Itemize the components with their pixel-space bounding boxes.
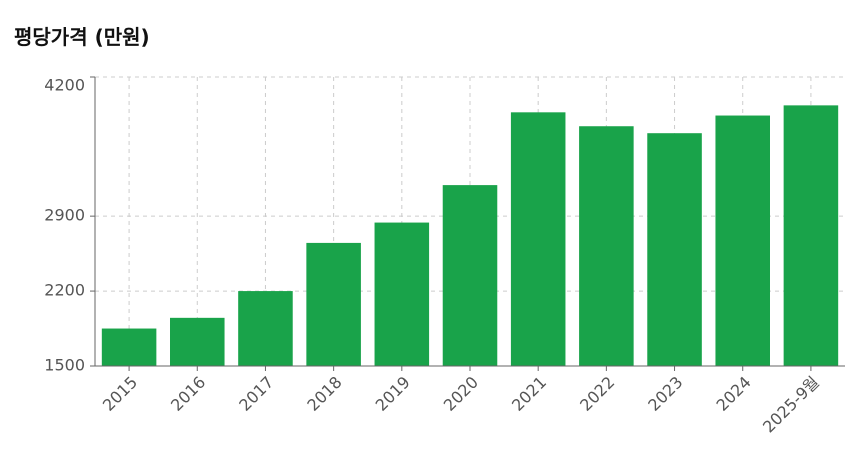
- x-tick-label: 2024: [713, 373, 755, 415]
- bar: [170, 317, 225, 366]
- x-tick-label: 2017: [235, 373, 277, 415]
- bar: [306, 242, 361, 366]
- y-tick-label: 2900: [44, 206, 85, 225]
- bar: [374, 222, 430, 366]
- bar: [510, 112, 566, 366]
- x-tick-label: 2015: [99, 373, 141, 415]
- bar: [442, 185, 498, 366]
- y-tick-label: 2200: [44, 281, 85, 300]
- bar: [647, 133, 702, 366]
- x-tick-label: 2018: [303, 373, 345, 415]
- x-tick-label: 2022: [576, 373, 618, 415]
- x-tick-label: 2025-9월: [759, 373, 823, 437]
- x-tick-label: 2021: [508, 373, 550, 415]
- chart-title: 평당가격 (만원): [14, 25, 150, 49]
- bar: [101, 328, 157, 366]
- x-tick-label: 2023: [644, 373, 686, 415]
- y-tick-label: 4200: [44, 76, 85, 95]
- x-tick-label: 2020: [440, 373, 482, 415]
- bar: [715, 115, 770, 367]
- x-tick-label: 2019: [372, 373, 414, 415]
- y-tick-label: 1500: [44, 356, 85, 375]
- bar: [783, 105, 839, 367]
- x-tick-label: 2016: [167, 373, 209, 415]
- bar: [579, 126, 634, 367]
- bar: [238, 291, 293, 366]
